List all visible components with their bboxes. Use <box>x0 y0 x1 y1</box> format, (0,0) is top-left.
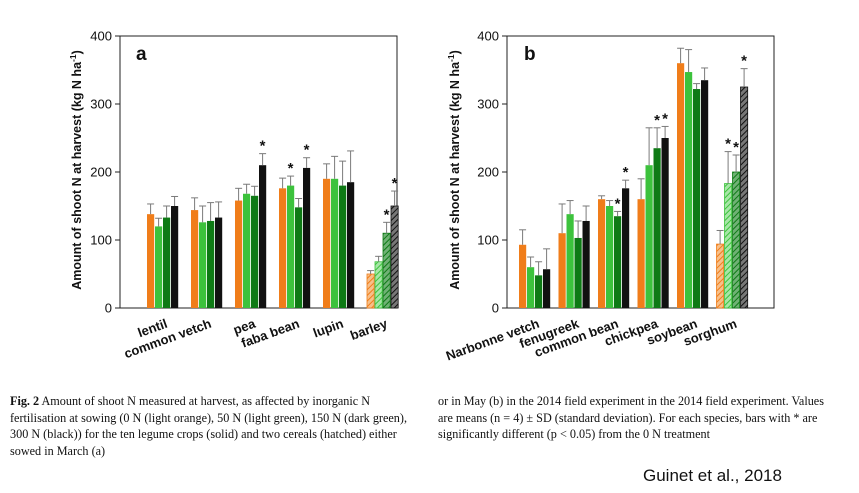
bar <box>606 206 614 308</box>
x-tick-label: pea <box>231 315 258 337</box>
significance-marker: * <box>725 136 731 153</box>
bar <box>622 188 630 308</box>
y-axis-label: Amount of shoot N at harvest (kg N ha-1) <box>446 50 462 290</box>
bar <box>598 199 606 308</box>
significance-marker: * <box>260 138 266 155</box>
bar <box>724 183 733 309</box>
bar <box>716 243 725 309</box>
bar <box>331 178 339 308</box>
y-axis-label: Amount of shoot N at harvest (kg N ha-1) <box>68 50 84 290</box>
significance-marker: * <box>741 53 747 70</box>
bar <box>574 237 582 308</box>
y-axis-label-superscript: -1 <box>68 54 78 62</box>
chart-panel-b: 0 100 200 300 400 Amount of shoot N at harves… <box>444 29 775 363</box>
bar <box>693 89 701 308</box>
y-tick-label: 300 <box>477 97 499 112</box>
x-tick-label: lupin <box>311 316 345 341</box>
bar <box>251 195 259 308</box>
y-tick-label: 0 <box>492 301 499 316</box>
y-tick-label: 300 <box>90 97 112 112</box>
figure-caption-left: Fig. 2 Amount of shoot N measured at har… <box>10 393 410 459</box>
bar <box>519 244 527 308</box>
bar <box>645 165 653 308</box>
bar <box>347 182 355 308</box>
bar <box>740 86 749 309</box>
bar <box>382 232 391 309</box>
y-axis-label-suffix: ) <box>448 50 462 54</box>
bar <box>279 188 287 308</box>
y-tick-label: 200 <box>477 165 499 180</box>
y-tick-label: 200 <box>90 165 112 180</box>
bar <box>637 199 645 308</box>
figure-caption-right: or in May (b) in the 2014 field experime… <box>438 394 824 442</box>
bar <box>155 226 163 308</box>
x-tick-label: common vetch <box>122 316 213 361</box>
y-tick-label: 400 <box>477 29 499 44</box>
y-tick-label: 100 <box>90 233 112 248</box>
y-tick-label: 400 <box>90 29 112 44</box>
bar <box>147 214 155 308</box>
bar <box>685 72 693 308</box>
bar <box>171 206 179 308</box>
bar <box>243 193 251 308</box>
y-axis-label-main: Amount of shoot N at harvest (kg N ha <box>448 61 462 290</box>
panel-letter: b <box>524 44 536 65</box>
panel-letter: a <box>136 44 147 65</box>
bar <box>215 217 223 308</box>
x-tick-label: barley <box>348 315 390 342</box>
bar <box>191 210 199 308</box>
y-tick-label: 100 <box>477 233 499 248</box>
bar <box>339 185 347 308</box>
bar <box>582 220 590 308</box>
bar <box>199 222 207 308</box>
bar <box>527 267 535 308</box>
significance-marker: * <box>615 195 621 212</box>
y-axis-label-superscript: -1 <box>446 54 456 62</box>
bar <box>390 205 399 309</box>
significance-marker: * <box>662 110 668 127</box>
bar <box>287 185 295 308</box>
y-tick-label: 0 <box>105 301 112 316</box>
bar <box>677 63 685 309</box>
significance-marker: * <box>288 160 294 177</box>
y-axis-label-main: Amount of shoot N at harvest (kg N ha <box>70 61 84 290</box>
bar <box>323 178 331 308</box>
y-axis-label-suffix: ) <box>70 50 84 54</box>
bar <box>661 138 669 308</box>
bar <box>558 233 566 308</box>
bar <box>366 273 375 309</box>
bar <box>566 214 574 308</box>
significance-marker: * <box>654 112 660 129</box>
significance-marker: * <box>392 175 398 192</box>
bar <box>303 167 311 308</box>
significance-marker: * <box>623 164 629 181</box>
chart-panel-a: 0 100 200 300 400 Amount of shoot N at harves… <box>68 29 399 361</box>
significance-marker: * <box>733 139 739 156</box>
bar <box>374 261 383 309</box>
figure-caption-text-left: Amount of shoot N measured at harvest, a… <box>10 394 407 458</box>
bar <box>235 200 243 308</box>
bar <box>163 217 171 308</box>
bar <box>295 207 303 308</box>
bar <box>259 165 267 308</box>
bar <box>701 80 709 308</box>
bar <box>535 275 543 308</box>
figure-caption-label: Fig. 2 <box>10 394 40 408</box>
bar <box>207 220 215 308</box>
bar <box>614 216 622 308</box>
bar <box>543 269 551 308</box>
bar <box>653 148 661 308</box>
significance-marker: * <box>384 206 390 223</box>
bar <box>732 171 741 309</box>
significance-marker: * <box>304 142 310 159</box>
source-credit: Guinet et al., 2018 <box>643 466 782 485</box>
